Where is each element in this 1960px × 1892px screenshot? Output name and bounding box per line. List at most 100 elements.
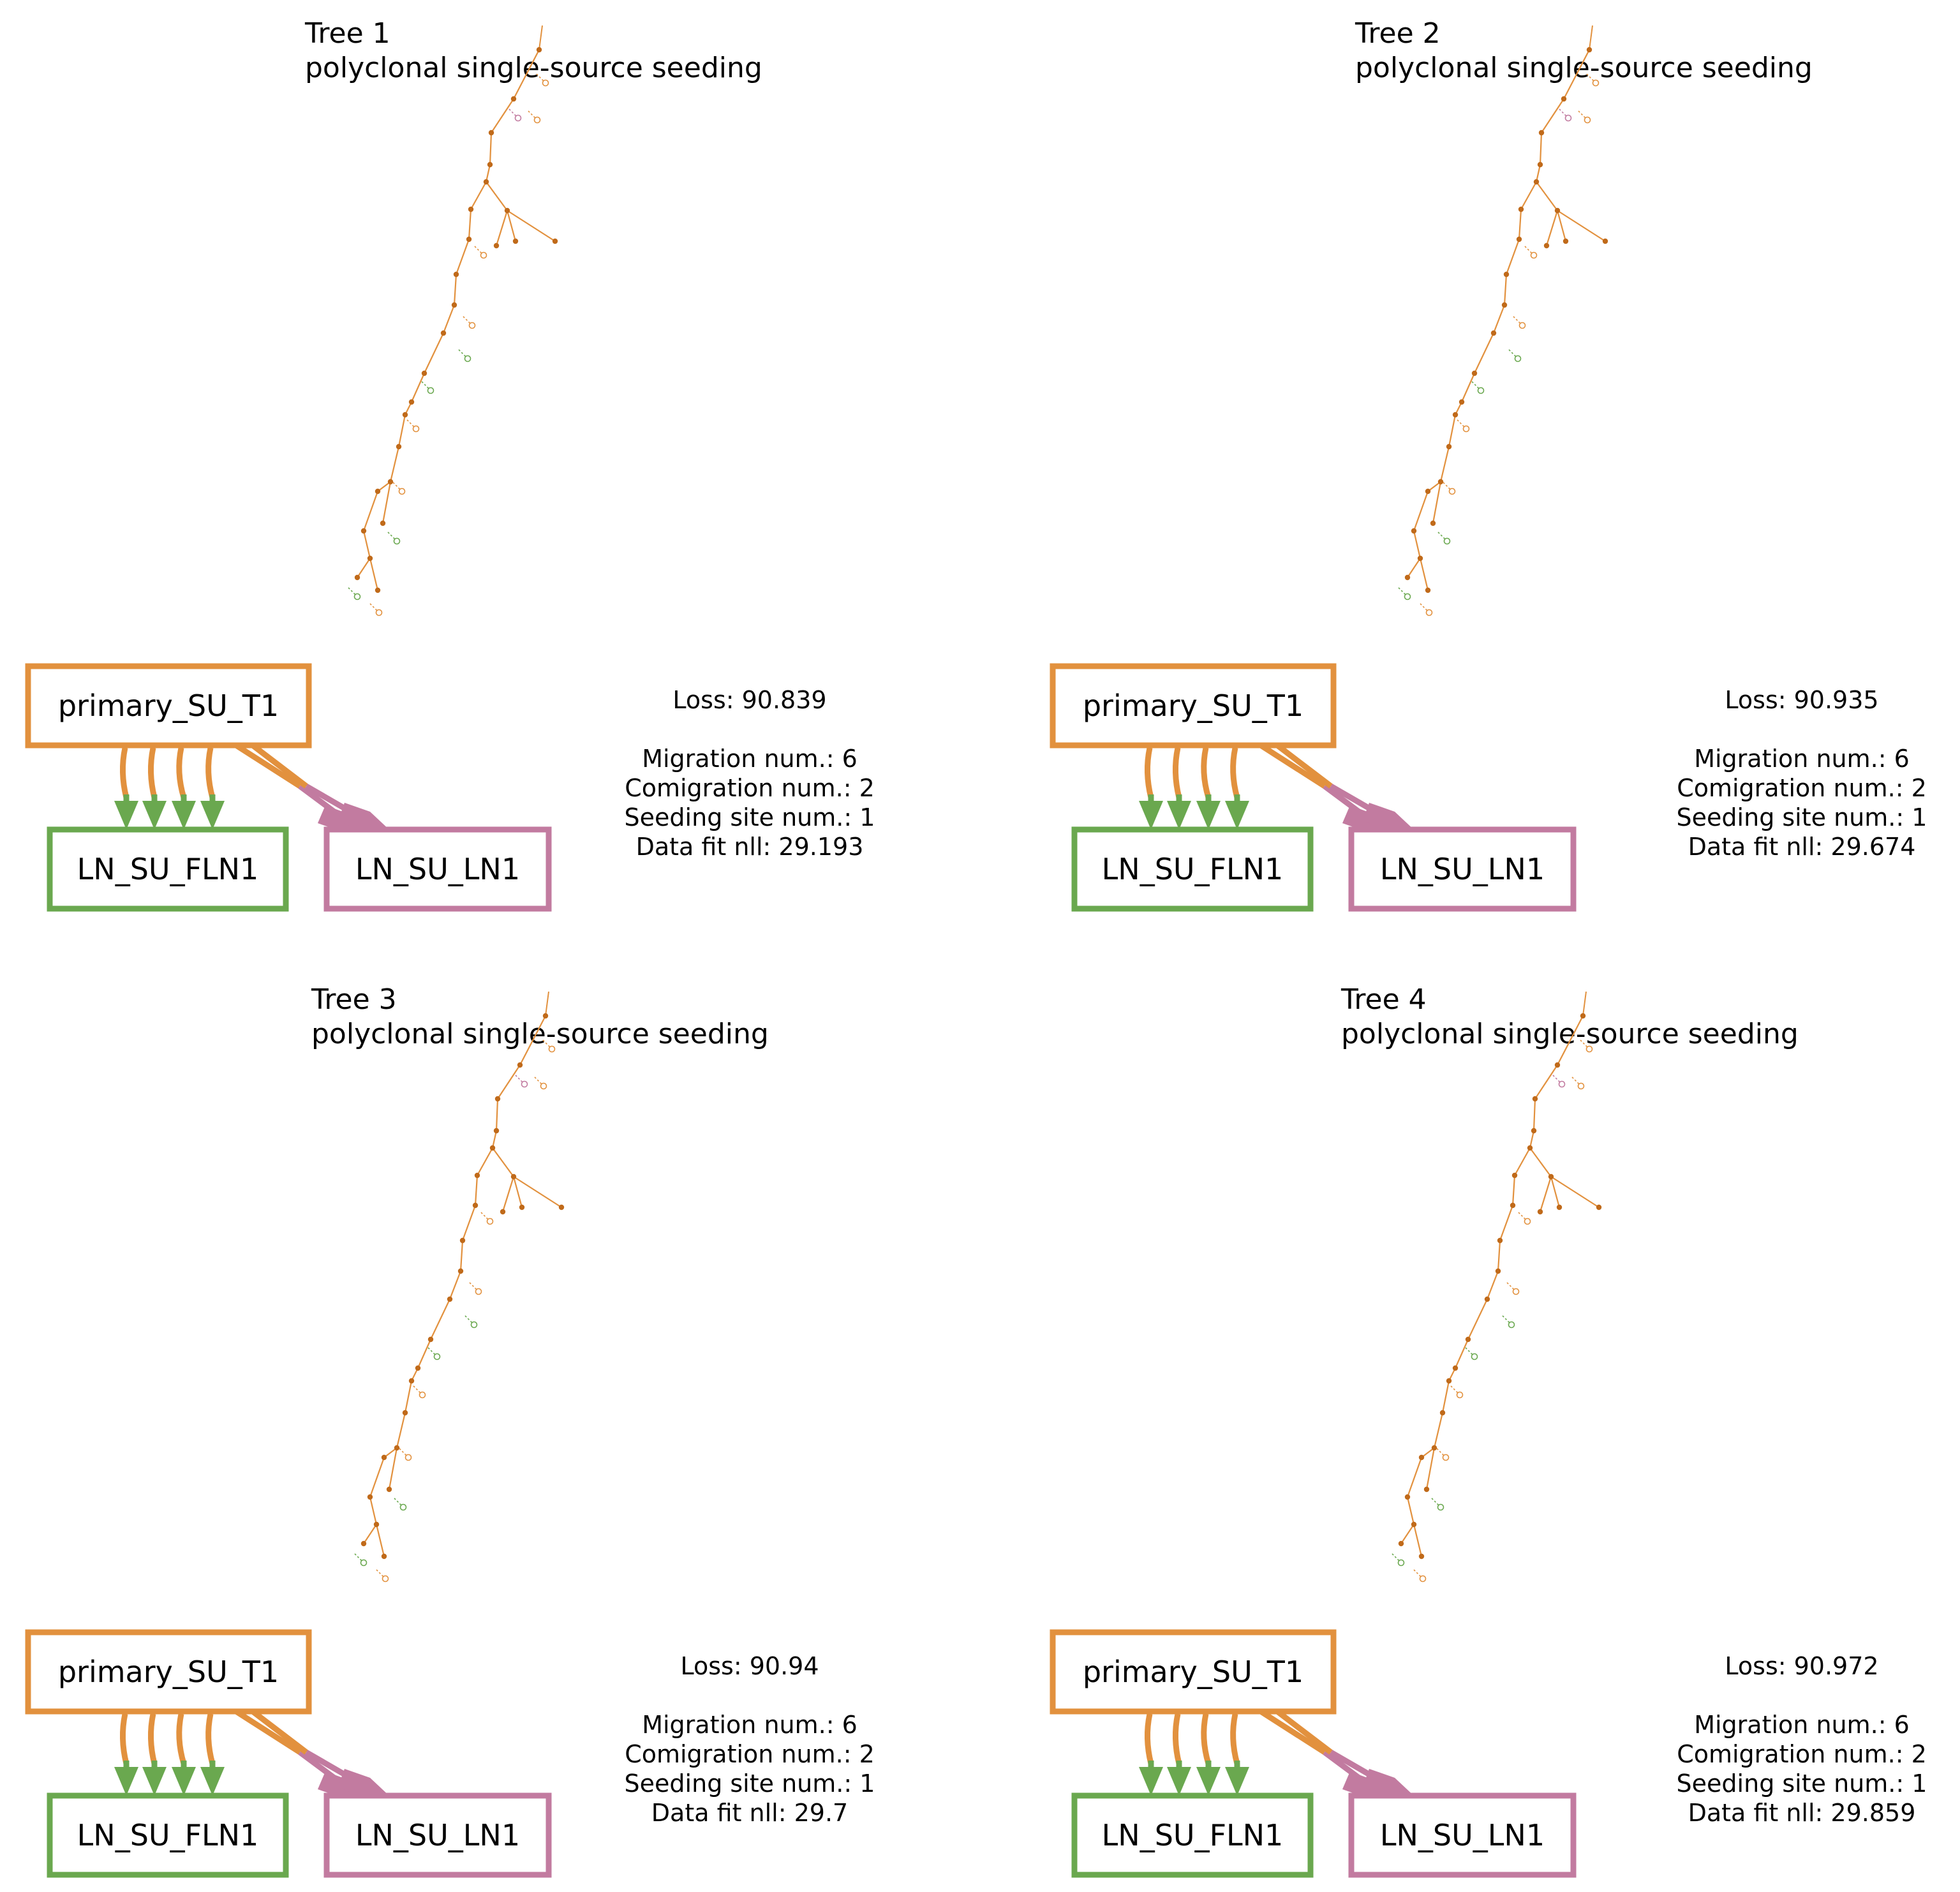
tree-edge: [382, 481, 392, 524]
tree-leaf: [542, 79, 549, 87]
tree-leaf: [353, 593, 361, 600]
tree-edge: [1541, 98, 1564, 133]
tree-node: [488, 130, 494, 136]
tree-node: [519, 1204, 525, 1210]
tree-edge: [1529, 1130, 1535, 1149]
site-box-ln: [323, 826, 552, 912]
tree-title: Tree 1 polyclonal single-source seeding: [305, 17, 762, 84]
tree-leaf: [1592, 79, 1600, 87]
tree-edge: [1432, 481, 1442, 524]
tree-node: [1452, 412, 1459, 418]
tree-node: [487, 161, 493, 168]
tree-edge: [1406, 1457, 1423, 1498]
tree-edge: [1535, 164, 1541, 182]
migration-arrowhead: [1225, 801, 1249, 830]
migration-edge: [234, 743, 302, 789]
tree-node: [1459, 399, 1465, 405]
tree-node: [360, 1540, 367, 1547]
tree-node: [408, 1378, 415, 1384]
site-label-primary: primary_SU_T1: [1083, 689, 1303, 723]
tree-edge: [1492, 304, 1506, 334]
tree-node: [1596, 1204, 1602, 1210]
tree-leaf: [405, 1454, 412, 1461]
tree-edge: [369, 1496, 378, 1525]
site-box-primary: [1050, 663, 1337, 749]
migration-arrowhead: [172, 801, 196, 830]
tree-node: [1471, 370, 1478, 376]
tree-edge: [404, 1380, 413, 1413]
tree-node: [354, 574, 360, 581]
tree-node: [1518, 206, 1524, 212]
site-box-primary: [25, 1629, 312, 1715]
tree-node: [451, 302, 457, 308]
tree-node: [1503, 271, 1510, 278]
tree-edge: [455, 239, 470, 275]
tree-title: Tree 4 polyclonal single-source seeding: [1341, 983, 1799, 1050]
site-box-fln: [1071, 1792, 1314, 1878]
tree-node: [1527, 1145, 1533, 1151]
migration-graph: primary_SU_T1 LN_SU_FLN1 LN_SU_LN1: [1050, 663, 1577, 912]
tree-leaf: [1518, 322, 1526, 329]
tree-node: [1537, 1209, 1543, 1215]
tree-leaf: [433, 1353, 441, 1360]
site-box-ln: [1348, 826, 1577, 912]
tree-edge: [491, 98, 514, 133]
site-label-fln: LN_SU_FLN1: [77, 1818, 259, 1852]
tree-edge: [1474, 332, 1494, 374]
tree-edge: [388, 1447, 398, 1490]
tree-edge: [1439, 446, 1450, 482]
tree-node: [457, 1268, 464, 1274]
migration-arrowhead: [1139, 801, 1163, 830]
tree-edge: [417, 1339, 432, 1369]
tree-leaf: [1584, 116, 1591, 124]
tree-leaf: [540, 1082, 547, 1090]
migration-arrowhead: [142, 801, 167, 830]
tree-node: [1437, 479, 1444, 485]
tree-edge: [410, 373, 426, 403]
migration-edge: [176, 747, 187, 799]
tree-edge: [1433, 1412, 1444, 1449]
tree-edge: [1448, 414, 1457, 447]
tree-edge: [1400, 1524, 1414, 1544]
migration-arrowhead: [1167, 1767, 1191, 1796]
migration-arrowhead: [172, 1767, 196, 1796]
tree-leaf: [1456, 1391, 1464, 1399]
tree-node: [375, 488, 381, 495]
tree-leaf: [468, 322, 476, 329]
tree-node: [1425, 587, 1431, 593]
site-box-primary: [1050, 1629, 1337, 1715]
tree-edge: [1529, 1147, 1552, 1177]
migration-arrowhead: [1139, 1767, 1163, 1796]
tree-leaf: [1462, 425, 1470, 433]
migration-edge: [251, 743, 308, 789]
tree-node: [386, 1486, 392, 1493]
tree-node: [517, 1062, 523, 1068]
migration-edge: [1275, 743, 1333, 789]
tree-edge: [459, 1240, 464, 1272]
tree-leaf: [1425, 609, 1433, 616]
tree-node: [367, 1494, 373, 1500]
tree-node: [1418, 1553, 1425, 1560]
tree-node: [1398, 1540, 1404, 1547]
tree-edge: [468, 209, 472, 240]
migration-arrowhead: [142, 1767, 167, 1796]
migration-graph: primary_SU_T1 LN_SU_FLN1 LN_SU_LN1: [1050, 1629, 1577, 1878]
tree-edge: [396, 1412, 406, 1449]
tree-edge: [477, 1147, 493, 1176]
tree-edge: [474, 1175, 479, 1206]
tree-edge: [1406, 1496, 1415, 1525]
tree-edge: [1486, 1270, 1499, 1300]
tree-node: [1446, 443, 1452, 450]
site-label-fln: LN_SU_FLN1: [77, 852, 259, 886]
tree-node: [440, 330, 447, 336]
tree-node: [380, 520, 386, 526]
tree-edge: [501, 1176, 515, 1212]
tree-panel-3: Tree 3 polyclonal single-source seeding p…: [0, 946, 980, 1891]
migration-graph: primary_SU_T1 LN_SU_FLN1 LN_SU_LN1: [25, 1629, 552, 1878]
tree-node: [1537, 161, 1543, 168]
tree-node: [1554, 207, 1561, 214]
tree-node: [474, 1172, 480, 1179]
tree-node: [1556, 1204, 1563, 1210]
tree-edge: [461, 1205, 477, 1241]
site-label-primary: primary_SU_T1: [1083, 1655, 1303, 1689]
